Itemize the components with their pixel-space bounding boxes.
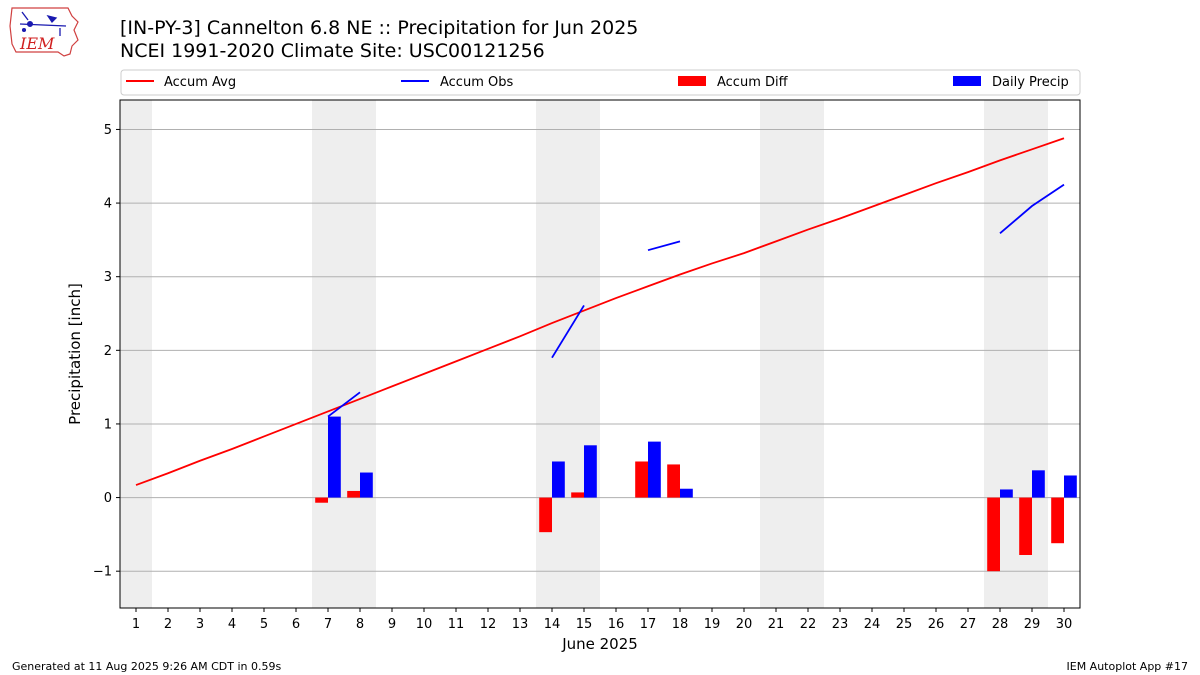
weekend-band (1016, 100, 1048, 608)
x-tick-label: 28 (992, 617, 1009, 632)
weekend-band (120, 100, 152, 608)
iem-logo: IEM (9, 7, 79, 57)
x-tick-label: 24 (864, 617, 881, 632)
weekend-band (760, 100, 792, 608)
x-tick-label: 30 (1056, 617, 1073, 632)
weekend-band (536, 100, 568, 608)
daily-precip-bar (584, 445, 597, 498)
weekend-band (792, 100, 824, 608)
x-tick-label: 9 (388, 617, 396, 632)
y-tick-label: 5 (104, 123, 112, 138)
x-tick-label: 14 (544, 617, 561, 632)
x-tick-label: 3 (196, 617, 204, 632)
legend-daily-swatch (953, 76, 981, 86)
gridlines (120, 128, 1080, 572)
x-tick-label: 8 (356, 617, 364, 632)
y-tick-label: 2 (104, 344, 112, 359)
weather-station-icon (19, 11, 67, 36)
generated-timestamp: Generated at 11 Aug 2025 9:26 AM CDT in … (12, 660, 282, 673)
weekend-band (568, 100, 600, 608)
x-tick-label: 22 (800, 617, 817, 632)
x-tick-label: 11 (448, 617, 465, 632)
x-tick-label: 12 (480, 617, 497, 632)
x-tick-label: 6 (292, 617, 300, 632)
y-tick-label: 4 (104, 197, 112, 212)
accum-diff-bar (315, 497, 328, 503)
daily-precip-bar (1000, 489, 1013, 498)
legend-frame (120, 69, 1081, 96)
x-tick-label: 5 (260, 617, 268, 632)
weekend-shading (120, 100, 1048, 608)
x-tick-label: 18 (672, 617, 689, 632)
x-tick-label: 20 (736, 617, 753, 632)
y-tick-label: 0 (104, 491, 112, 506)
accum-obs-line (647, 240, 681, 252)
x-tick-label: 4 (228, 617, 236, 632)
y-tick-label: 3 (104, 270, 112, 285)
daily-precip-bar (648, 441, 661, 498)
accum-diff-bar (1019, 497, 1032, 555)
x-tick-label: 16 (608, 617, 625, 632)
app-label: IEM Autoplot App #17 (1066, 660, 1189, 673)
y-tick-label: 1 (104, 417, 112, 432)
legend-obs-label: Accum Obs (440, 75, 513, 90)
x-tick-label: 19 (704, 617, 721, 632)
accum-obs-line (999, 183, 1065, 234)
x-tick-label: 15 (576, 617, 593, 632)
x-tick-label: 29 (1024, 617, 1041, 632)
daily-precip-bar (328, 416, 341, 498)
y-tick-label: −1 (93, 565, 112, 580)
plot-frame (119, 99, 1081, 609)
accum-diff-bar (635, 461, 648, 498)
chart-title: [IN-PY-3] Cannelton 6.8 NE :: Precipitat… (120, 17, 639, 39)
weekend-band (984, 100, 1016, 608)
x-tick-label: 26 (928, 617, 945, 632)
legend-diff-swatch (678, 76, 706, 86)
x-tick-label: 21 (768, 617, 785, 632)
daily-precip-bar (552, 461, 565, 498)
x-tick-label: 25 (896, 617, 913, 632)
state-outline (9, 7, 79, 57)
x-tick-label: 17 (640, 617, 657, 632)
bars (315, 416, 1077, 572)
accum-diff-bar (987, 497, 1000, 572)
daily-precip-bar (360, 472, 373, 498)
y-axis-ticks: −1 0 1 2 3 4 5 (93, 123, 120, 580)
x-axis-ticks: 1 2 3 4 5 6 7 8 9 10 11 12 13 14 15 16 17 18 19 20 21 22 23 24 2… (132, 608, 1072, 632)
accum-diff-bar (1051, 497, 1064, 544)
x-tick-label: 2 (164, 617, 172, 632)
accum-diff-bar (347, 490, 360, 498)
daily-precip-bar (680, 488, 693, 498)
weekend-band (344, 100, 376, 608)
accum-obs-line (327, 391, 361, 418)
x-tick-label: 27 (960, 617, 977, 632)
legend: Accum Avg Accum Obs Accum Diff Daily Pre… (120, 69, 1081, 96)
chart-subtitle: NCEI 1991-2020 Climate Site: USC00121256 (120, 40, 545, 62)
logo-text: IEM (19, 34, 55, 53)
accum-diff-bar (667, 464, 680, 498)
accum-obs-line (551, 304, 585, 359)
legend-daily-label: Daily Precip (992, 75, 1069, 90)
x-tick-label: 13 (512, 617, 529, 632)
x-tick-label: 7 (324, 617, 332, 632)
accum-diff-bar (539, 497, 552, 533)
lines (135, 137, 1065, 486)
legend-diff-label: Accum Diff (717, 75, 789, 90)
daily-precip-bar (1064, 475, 1077, 498)
legend-avg-label: Accum Avg (164, 75, 236, 90)
accum-avg-line (135, 137, 1065, 486)
weekend-band (312, 100, 344, 608)
x-tick-label: 10 (416, 617, 433, 632)
y-axis-label: Precipitation [inch] (66, 283, 84, 425)
x-axis-label: June 2025 (561, 635, 638, 653)
accum-diff-bar (571, 492, 584, 498)
x-tick-label: 1 (132, 617, 140, 632)
daily-precip-bar (1032, 470, 1045, 498)
x-tick-label: 23 (832, 617, 849, 632)
